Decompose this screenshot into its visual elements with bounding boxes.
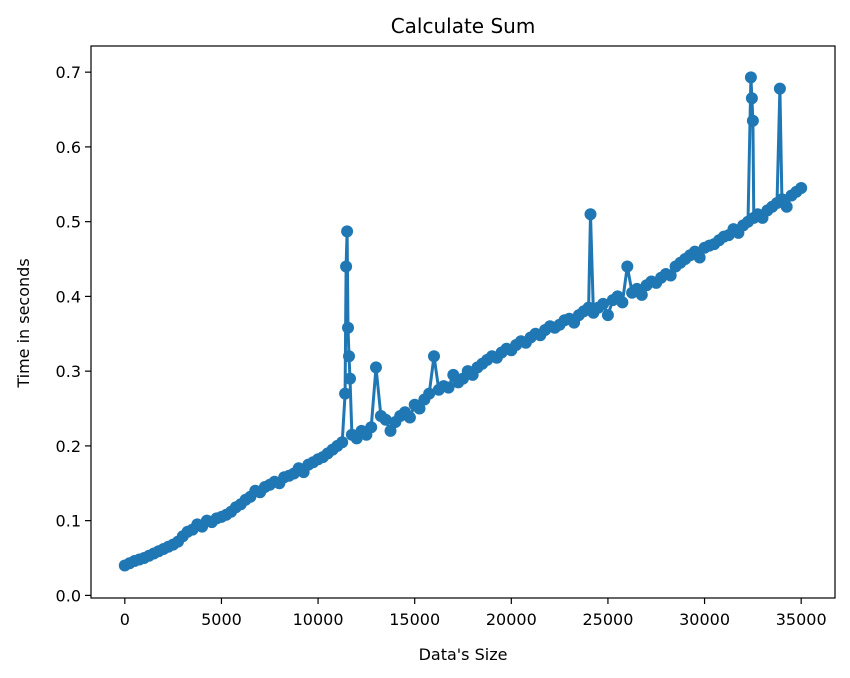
y-tick-label: 0.7: [56, 63, 81, 82]
data-point: [340, 260, 353, 273]
y-tick-label: 0.2: [56, 437, 81, 456]
data-point: [379, 413, 392, 426]
y-tick-label: 0.1: [56, 512, 81, 531]
x-tick-label: 5000: [201, 610, 242, 629]
data-point: [343, 350, 355, 363]
data-point: [773, 82, 786, 95]
plot-area: [91, 46, 835, 598]
data-point: [621, 260, 634, 273]
data-point: [339, 387, 352, 400]
y-tick-label: 0.3: [56, 362, 81, 381]
data-point: [744, 71, 757, 84]
data-point: [423, 387, 436, 400]
y-axis-title: Time in seconds: [14, 258, 33, 388]
x-tick-label: 35000: [776, 610, 827, 629]
data-point: [664, 269, 677, 282]
data-point: [745, 92, 758, 105]
data-point: [365, 421, 378, 434]
x-tick-label: 20000: [486, 610, 537, 629]
data-point: [413, 402, 426, 415]
data-point: [601, 309, 614, 322]
chart-title: Calculate Sum: [391, 14, 536, 38]
x-axis-title: Data's Size: [419, 645, 508, 664]
series-layer: [118, 71, 808, 572]
plot-background: [91, 46, 835, 598]
data-point: [693, 251, 706, 264]
data-point: [584, 208, 597, 221]
x-tick-label: 30000: [679, 610, 730, 629]
data-point: [384, 424, 397, 437]
x-tick-label: 0: [120, 610, 130, 629]
data-point: [344, 372, 356, 385]
data-point: [746, 114, 759, 127]
data-point: [370, 361, 382, 374]
data-point: [795, 182, 808, 194]
x-tick-label: 10000: [293, 610, 344, 629]
axes-layer: 0 5000 10000 15000 20000 25000 30000 35000 0.0 0.…: [56, 45, 836, 629]
data-point: [635, 288, 648, 301]
y-tick-label: 0.4: [56, 287, 81, 306]
data-point: [341, 225, 354, 238]
data-point: [597, 297, 610, 310]
y-tick-label: 0.6: [56, 138, 81, 157]
y-tick-label: 0.0: [56, 586, 81, 605]
data-point: [780, 200, 793, 213]
data-point: [342, 321, 354, 334]
x-tick-label: 25000: [582, 610, 633, 629]
data-point: [428, 350, 440, 363]
plot-frame: [90, 45, 836, 599]
data-point: [616, 296, 629, 309]
data-point: [442, 381, 455, 394]
x-tick-label: 15000: [389, 610, 440, 629]
y-tick-label: 0.5: [56, 213, 81, 232]
data-point: [403, 411, 416, 424]
data-point: [336, 436, 349, 449]
